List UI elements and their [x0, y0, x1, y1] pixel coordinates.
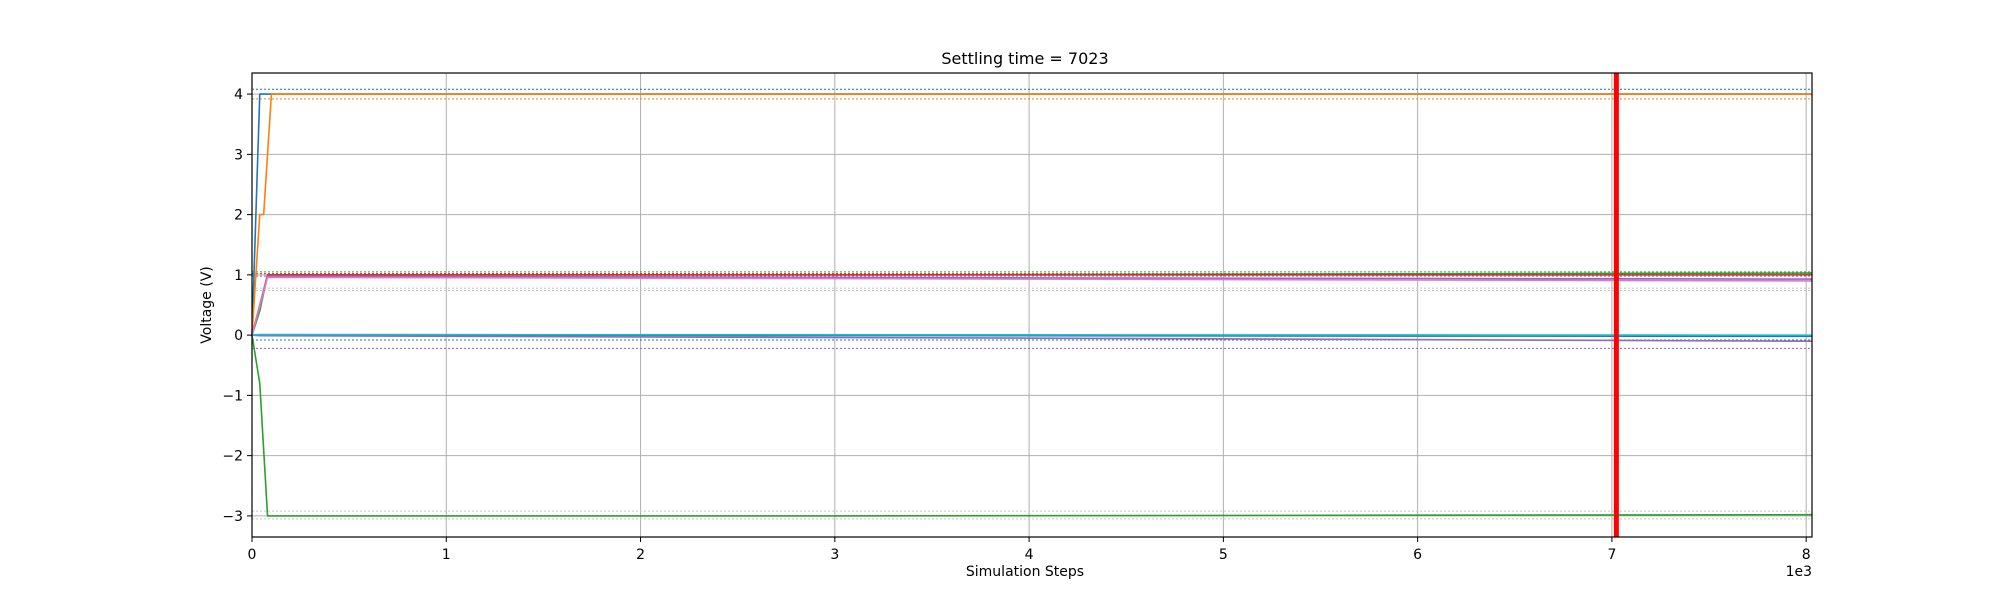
tolerance-bands — [252, 88, 1812, 520]
y-tick-label: −1 — [222, 388, 243, 404]
x-tick-label: 2 — [636, 547, 645, 563]
x-tick-label: 8 — [1802, 547, 1811, 563]
x-tick-label: 6 — [1413, 547, 1422, 563]
series-line — [251, 333, 1813, 336]
x-tick-label: 5 — [1219, 547, 1228, 563]
x-tick-label: 4 — [1025, 547, 1034, 563]
y-axis-label: Voltage (V) — [199, 266, 215, 343]
y-tick-label: 1 — [234, 268, 243, 284]
y-tick-label: −3 — [222, 509, 243, 525]
series-line — [251, 335, 1813, 517]
series-line — [251, 274, 1812, 336]
series-line — [251, 93, 1812, 336]
series-line — [251, 276, 1813, 336]
y-axis-ticks: −3 −2 −1 0 1 2 3 4 — [222, 87, 252, 525]
x-axis-label: Simulation Steps — [966, 564, 1084, 580]
y-tick-label: 3 — [234, 147, 243, 163]
x-tick-label: 0 — [248, 547, 257, 563]
y-tick-label: 0 — [234, 328, 243, 344]
x-tick-label: 3 — [830, 547, 839, 563]
x-axis-ticks: 0 1 2 3 4 5 6 7 8 — [248, 537, 1811, 563]
y-tick-label: 4 — [234, 87, 243, 103]
y-tick-label: 2 — [234, 208, 243, 224]
x-tick-label: 1 — [442, 547, 451, 563]
x-tick-label: 7 — [1607, 547, 1616, 563]
series-line — [251, 272, 1813, 336]
chart-title: Settling time = 7023 — [941, 49, 1108, 68]
grid — [251, 73, 1812, 537]
x-axis-offset-label: 1e3 — [1786, 564, 1812, 580]
series-lines — [251, 93, 1813, 517]
series-line — [251, 275, 1813, 336]
plot-frame — [251, 72, 1813, 538]
y-tick-label: −2 — [222, 449, 243, 465]
